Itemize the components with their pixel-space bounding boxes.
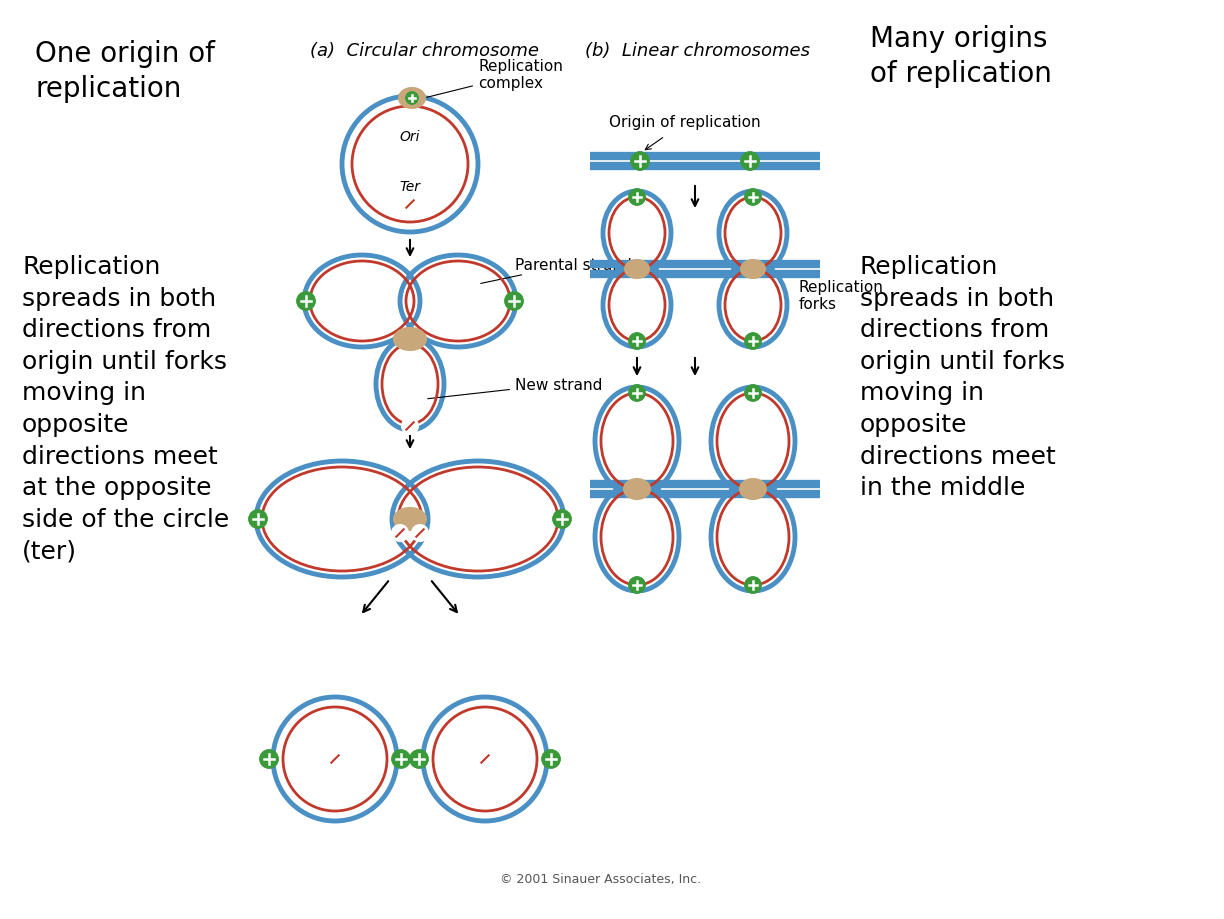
Ellipse shape: [394, 508, 426, 530]
Text: Parental strand: Parental strand: [481, 257, 632, 284]
Circle shape: [327, 751, 343, 767]
Circle shape: [248, 510, 267, 528]
Text: New strand: New strand: [427, 377, 602, 399]
Circle shape: [259, 750, 278, 768]
Text: Replication
forks: Replication forks: [799, 279, 884, 312]
Circle shape: [477, 751, 493, 767]
Ellipse shape: [741, 261, 765, 278]
Circle shape: [401, 418, 419, 435]
Text: Ori: Ori: [400, 130, 420, 144]
Ellipse shape: [394, 329, 426, 351]
Circle shape: [745, 386, 761, 402]
Circle shape: [745, 334, 761, 349]
Text: One origin of
replication: One origin of replication: [35, 40, 215, 103]
Circle shape: [410, 750, 428, 768]
Circle shape: [745, 577, 761, 594]
Circle shape: [629, 386, 645, 402]
Circle shape: [553, 510, 572, 528]
Text: Many origins
of replication: Many origins of replication: [870, 25, 1051, 87]
Circle shape: [406, 93, 419, 105]
Circle shape: [745, 190, 761, 206]
Circle shape: [629, 190, 645, 206]
Circle shape: [629, 334, 645, 349]
Ellipse shape: [625, 261, 649, 278]
Ellipse shape: [624, 480, 650, 499]
Text: (b)  Linear chromosomes: (b) Linear chromosomes: [585, 42, 810, 60]
Circle shape: [297, 292, 315, 311]
Circle shape: [401, 197, 419, 213]
Circle shape: [392, 526, 408, 541]
Circle shape: [629, 577, 645, 594]
Text: Replication
complex: Replication complex: [427, 59, 563, 98]
Circle shape: [412, 526, 428, 541]
Ellipse shape: [399, 89, 425, 108]
Circle shape: [632, 153, 649, 171]
Text: Ter: Ter: [399, 180, 421, 194]
Circle shape: [392, 750, 410, 768]
Circle shape: [542, 750, 561, 768]
Text: Origin of replication: Origin of replication: [610, 115, 761, 130]
Circle shape: [741, 153, 759, 171]
Text: (a)  Circular chromosome: (a) Circular chromosome: [310, 42, 539, 60]
Ellipse shape: [741, 480, 766, 499]
Text: Replication
spreads in both
directions from
origin until forks
moving in
opposit: Replication spreads in both directions f…: [860, 255, 1065, 500]
Text: Replication
spreads in both
directions from
origin until forks
moving in
opposit: Replication spreads in both directions f…: [22, 255, 229, 562]
Text: © 2001 Sinauer Associates, Inc.: © 2001 Sinauer Associates, Inc.: [499, 872, 701, 885]
Circle shape: [506, 292, 523, 311]
